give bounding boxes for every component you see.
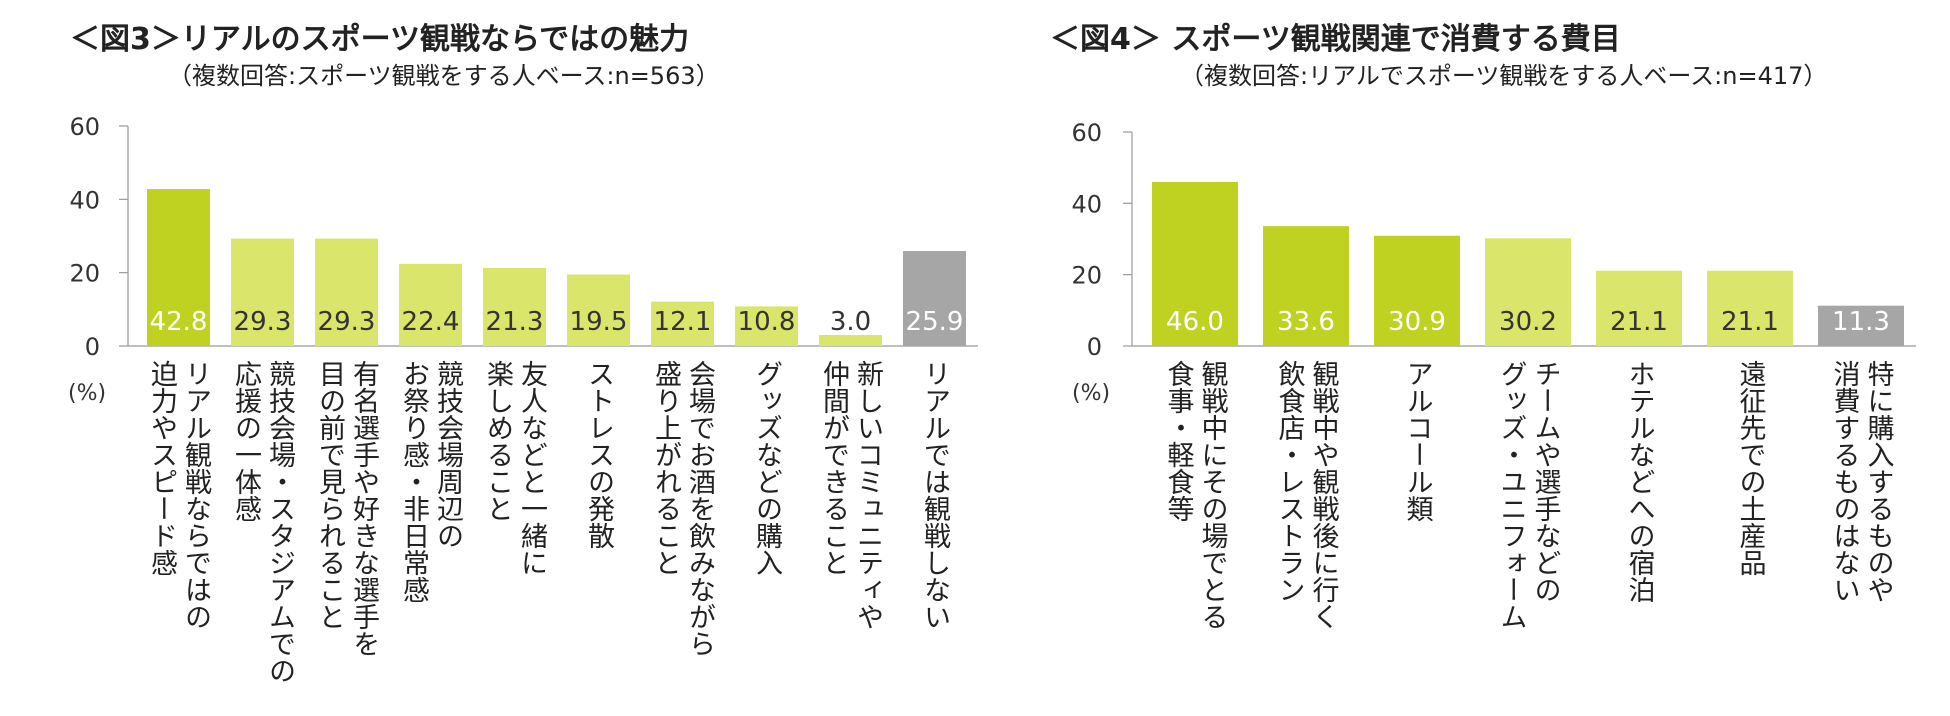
chart4-bar [1374, 235, 1460, 346]
chart3-category-label: お祭り感・非日常感 [398, 360, 430, 603]
chart3-value-label: 22.4 [402, 307, 460, 337]
chart4-bar [1263, 226, 1349, 346]
chart3-category-label: リアル観戦ならではの [180, 360, 212, 630]
chart3-unit-label: (%) [68, 381, 106, 406]
chart3-y-tick-label: 60 [69, 113, 100, 141]
chart4-value-label: 21.1 [1721, 307, 1779, 337]
chart4-value-label: 46.0 [1166, 307, 1224, 337]
chart4-value-label: 21.1 [1610, 307, 1668, 337]
chart4-bar [1818, 305, 1904, 346]
chart4-title: ＜図4＞ スポーツ観戦関連で消費する費目 [1050, 22, 1621, 57]
chart4-bar [1596, 270, 1682, 346]
chart3-category-label: 友人などと一緒に [516, 360, 548, 576]
chart4-category-label: 飲食店・レストラン [1274, 360, 1306, 603]
chart4-y-tick-label: 20 [1071, 262, 1102, 290]
chart3-bar [399, 263, 462, 346]
chart4-value-label: 11.3 [1832, 307, 1890, 337]
chart3-bar [483, 267, 546, 346]
chart4-category-label: 観戦中や観戦後に行く [1308, 360, 1340, 630]
chart3-category-label: 迫力やスピード感 [146, 360, 178, 576]
chart3-category-label: 目の前で見られること [314, 360, 345, 630]
chart4-category-label: チームや選手などの [1530, 360, 1561, 603]
chart3-value-label: 29.3 [318, 307, 376, 337]
chart3-bar [819, 335, 882, 346]
chart4-category-label: グッズ・ユニフォーム [1496, 360, 1527, 630]
chart3-category-label: 盛り上がれること [650, 360, 681, 576]
chart4-y-tick-label: 60 [1071, 119, 1102, 147]
chart4-bar [1152, 181, 1238, 346]
chart3-value-label: 12.1 [654, 307, 712, 337]
chart4-category-label: 特に購入するものや [1863, 360, 1895, 603]
chart4-category-label: 観戦中にその場でとる [1197, 360, 1229, 630]
chart3-title: ＜図3＞リアルのスポーツ観戦ならではの魅力 [70, 22, 690, 57]
chart3-value-label: 42.8 [150, 307, 208, 337]
chart3-bar [903, 251, 966, 346]
chart4-value-label: 33.6 [1277, 307, 1335, 337]
chart3-value-label: 19.5 [570, 307, 628, 337]
chart4-category-label: アルコール類 [1402, 360, 1434, 522]
chart3-category-label: 楽しめること [482, 360, 514, 522]
chart3-bar [147, 189, 210, 346]
chart4-value-label: 30.9 [1388, 307, 1446, 337]
chart3-bar [651, 301, 714, 346]
chart3-category-label: 競技会場・スタジアムでの [264, 360, 296, 684]
chart3-y-tick-label: 40 [69, 186, 100, 214]
chart3-value-label: 25.9 [906, 307, 964, 337]
chart4-unit-label: (%) [1072, 381, 1110, 406]
chart3-bar [735, 306, 798, 346]
chart4-y-tick-label: 40 [1071, 190, 1102, 218]
chart4-y-tick-label: 0 [1087, 333, 1102, 361]
chart3-category-label: リアルでは観戦しない [919, 360, 951, 630]
chart3-bar [567, 274, 630, 346]
chart4-bar [1485, 238, 1571, 346]
chart3-category-label: ストレスの発散 [583, 360, 615, 549]
chart4-value-label: 30.2 [1499, 307, 1557, 337]
chart3-bar [315, 238, 378, 346]
chart3-category-label: 有名選手や好きな選手を [348, 360, 380, 657]
chart4-category-label: ホテルなどへの宿泊 [1624, 360, 1656, 603]
chart3-value-label: 3.0 [830, 307, 871, 337]
chart3-category-label: 応援の一体感 [230, 360, 262, 522]
chart4-subtitle: （複数回答:リアルでスポーツ観戦をする人ベース:n=417） [1180, 62, 1828, 90]
chart3-category-label: 会場でお酒を飲みながら [684, 360, 716, 657]
chart4-bar [1707, 270, 1793, 346]
chart3-category-label: 仲間ができること [818, 360, 850, 576]
chart4-category-label: 消費するものはない [1829, 360, 1860, 603]
chart3-bar [231, 238, 294, 346]
chart3-value-label: 29.3 [234, 307, 292, 337]
chart3-category-label: 競技会場周辺の [432, 360, 464, 549]
chart3-y-tick-label: 20 [69, 260, 100, 288]
chart4-category-label: 食事・軽食等 [1163, 360, 1195, 522]
chart3-subtitle: （複数回答:スポーツ観戦をする人ベース:n=563） [168, 62, 720, 90]
chart3-category-label: 新しいコミュニティや [852, 360, 883, 630]
chart3-category-label: グッズなどの購入 [751, 360, 783, 576]
chart3-value-label: 10.8 [738, 307, 796, 337]
chart3-y-tick-label: 0 [85, 333, 100, 361]
chart3-value-label: 21.3 [486, 307, 544, 337]
chart4-category-label: 遠征先での土産品 [1735, 360, 1767, 576]
